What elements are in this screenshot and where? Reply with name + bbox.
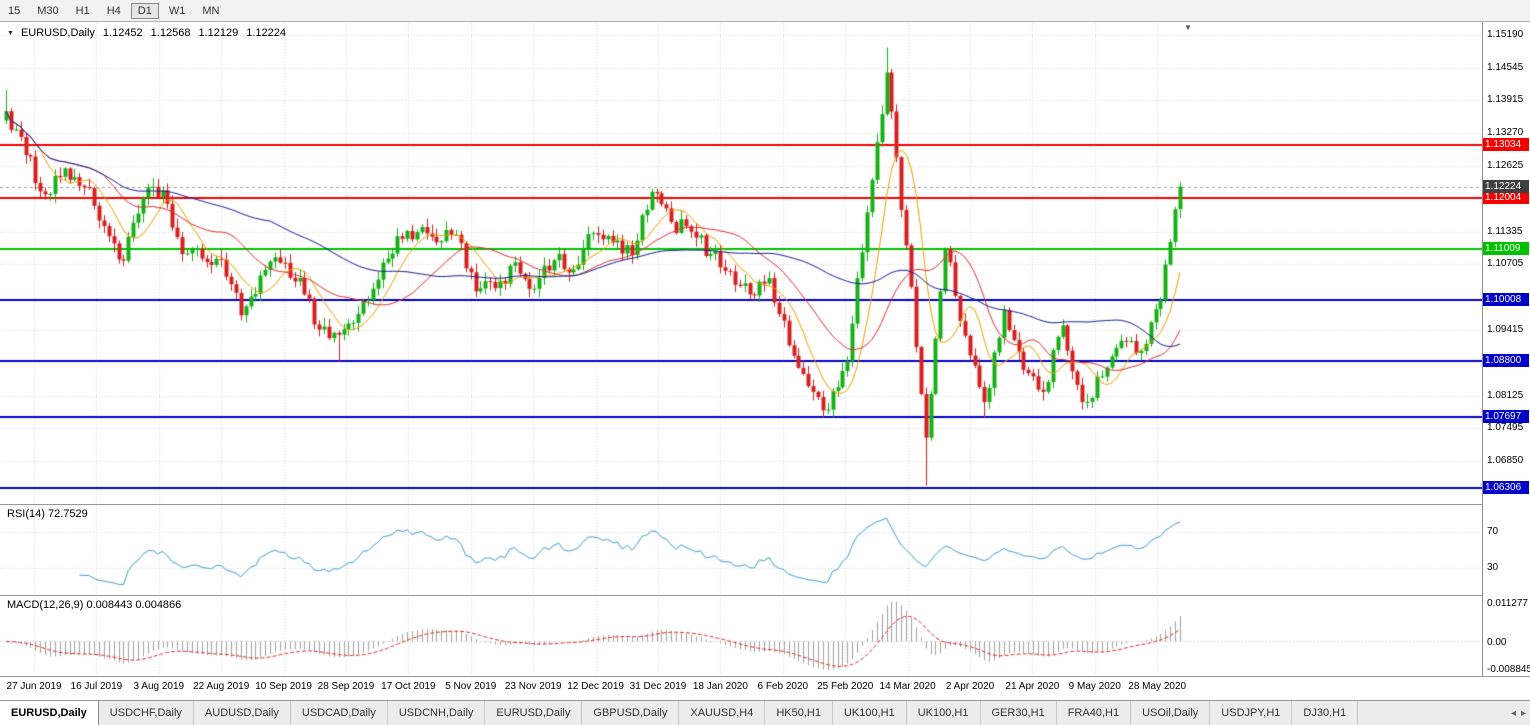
chart-tab-hk50-h1[interactable]: HK50,H1 bbox=[765, 701, 833, 725]
hline-price-badge: 1.11009 bbox=[1483, 241, 1529, 255]
price-scale-label: 1.11335 bbox=[1487, 225, 1523, 237]
chart-tab-eurusd-daily[interactable]: EURUSD,Daily bbox=[0, 701, 99, 725]
timeframe-button-d1[interactable]: D1 bbox=[130, 2, 159, 19]
date-axis-label: 5 Nov 2019 bbox=[445, 681, 497, 692]
price-scale-label: 1.07495 bbox=[1487, 421, 1524, 433]
date-axis-label: 25 Feb 2020 bbox=[817, 681, 874, 692]
price-scale-label: 1.06850 bbox=[1487, 454, 1524, 466]
ohlc-high: 1.12568 bbox=[150, 27, 191, 39]
chart-tab-eurusd-daily[interactable]: EURUSD,Daily bbox=[485, 701, 583, 725]
date-axis-label: 12 Dec 2019 bbox=[567, 681, 624, 692]
chart-tabs: EURUSD,Daily USDCHF,Daily AUDUSD,Daily USDC… bbox=[0, 701, 1530, 725]
date-axis-label: 6 Feb 2020 bbox=[757, 681, 809, 692]
pane-separator bbox=[0, 676, 1530, 677]
date-axis-label: 9 May 2020 bbox=[1068, 681, 1121, 692]
ohlc-close: 1.12224 bbox=[246, 27, 286, 39]
price-scale-label: 1.13915 bbox=[1487, 94, 1524, 106]
chart-tab-usdcad-daily[interactable]: USDCAD,Daily bbox=[290, 701, 388, 725]
tab-scroll-buttons: ◂ ▸ bbox=[1507, 701, 1529, 725]
macd-scale-zero-label: 0.00 bbox=[1487, 636, 1507, 648]
pane-separator[interactable] bbox=[0, 595, 1530, 596]
chart-tab-xauusd-h4[interactable]: XAUUSD,H4 bbox=[679, 701, 766, 725]
chart-tab-uk100-h1[interactable]: UK100,H1 bbox=[832, 701, 907, 725]
chart-title: ▼ EURUSD,Daily 1.12452 1.12568 1.12129 1… bbox=[7, 27, 286, 39]
chart-tab-usoil-daily[interactable]: USOil,Daily bbox=[1131, 701, 1211, 725]
ohlc-low: 1.12129 bbox=[198, 27, 239, 39]
price-scale-label: 1.09415 bbox=[1487, 323, 1524, 335]
rsi-level-label: 70 bbox=[1487, 526, 1499, 537]
chart-shift-marker-icon[interactable]: ▼ bbox=[1184, 23, 1192, 32]
chart-tab-ger30-h1[interactable]: GER30,H1 bbox=[980, 701, 1057, 725]
date-axis-label: 27 Jun 2019 bbox=[6, 681, 62, 692]
price-scale-label: 1.12625 bbox=[1487, 160, 1524, 172]
date-axis-label: 21 Apr 2020 bbox=[1005, 681, 1060, 692]
rsi-indicator-label: RSI(14) 72.7529 bbox=[7, 508, 88, 520]
chart-tab-usdcnh-daily[interactable]: USDCNH,Daily bbox=[387, 701, 486, 725]
date-axis-label: 10 Sep 2019 bbox=[255, 681, 312, 692]
date-axis-label: 3 Aug 2019 bbox=[133, 681, 185, 692]
price-scale-label: 1.13270 bbox=[1487, 127, 1524, 139]
macd-indicator-label: MACD(12,26,9) 0.008443 0.004866 bbox=[7, 599, 182, 611]
chart-menu-icon[interactable]: ▼ bbox=[7, 29, 14, 37]
price-scale-label: 1.15190 bbox=[1487, 29, 1524, 41]
date-axis-label: 28 Sep 2019 bbox=[317, 681, 375, 692]
chart-tabbar: EURUSD,Daily USDCHF,Daily AUDUSD,Daily USDC… bbox=[0, 700, 1530, 725]
chart-tab-dj30-h1[interactable]: DJ30,H1 bbox=[1292, 701, 1359, 725]
timeframe-button-15[interactable]: 15 bbox=[1, 3, 27, 19]
date-axis-label: 18 Jan 2020 bbox=[692, 681, 748, 692]
macd-scale-top-label: 0.011277 bbox=[1487, 598, 1528, 609]
macd-scale-bottom-label: -0.008845 bbox=[1487, 664, 1530, 675]
hline-price-badge: 1.06306 bbox=[1483, 481, 1529, 495]
chart-tab-uk100-h1[interactable]: UK100,H1 bbox=[906, 701, 981, 725]
price-scale-label: 1.14545 bbox=[1487, 62, 1524, 74]
timeframe-toolbar: 15 M30 H1 H4 D1 W1 MN bbox=[0, 0, 1530, 22]
date-axis-label: 31 Dec 2019 bbox=[629, 681, 687, 692]
timeframe-button-h4[interactable]: H4 bbox=[100, 3, 128, 19]
timeframe-button-mn[interactable]: MN bbox=[195, 3, 226, 19]
chart-tab-fra40-h1[interactable]: FRA40,H1 bbox=[1056, 701, 1132, 725]
hline-price-badge: 1.07697 bbox=[1483, 410, 1529, 424]
chart-symbol-label: EURUSD,Daily bbox=[20, 27, 95, 39]
chart-tab-gbpusd-daily[interactable]: GBPUSD,Daily bbox=[582, 701, 680, 725]
hline-price-badge: 1.10008 bbox=[1483, 292, 1529, 306]
date-axis-label: 23 Nov 2019 bbox=[504, 681, 562, 692]
date-axis-label: 2 Apr 2020 bbox=[945, 681, 995, 692]
price-scale-label: 1.10705 bbox=[1487, 258, 1524, 270]
date-axis[interactable]: 27 Jun 2019 16 Jul 2019 3 Aug 2019 22 Aug 2… bbox=[0, 677, 1530, 700]
date-axis-label: 17 Oct 2019 bbox=[381, 681, 436, 692]
timeframe-button-h1[interactable]: H1 bbox=[69, 3, 97, 19]
chart-tab-usdjpy-h1[interactable]: USDJPY,H1 bbox=[1210, 701, 1293, 725]
timeframe-button-w1[interactable]: W1 bbox=[162, 3, 193, 19]
price-scale-label: 1.08125 bbox=[1487, 389, 1524, 401]
pane-separator[interactable] bbox=[0, 504, 1530, 505]
chart-canvas[interactable] bbox=[0, 22, 1482, 676]
timeframe-button-m30[interactable]: M30 bbox=[30, 3, 65, 19]
hline-price-badge: 1.08800 bbox=[1483, 354, 1529, 368]
tab-scroll-left-icon[interactable]: ◂ bbox=[1510, 707, 1516, 719]
date-axis-label: 28 May 2020 bbox=[1128, 681, 1187, 692]
chart-tab-usdchf-daily[interactable]: USDCHF,Daily bbox=[98, 701, 194, 725]
chart-tab-audusd-daily[interactable]: AUDUSD,Daily bbox=[193, 701, 291, 725]
date-axis-label: 22 Aug 2019 bbox=[193, 681, 250, 692]
ohlc-open: 1.12452 bbox=[102, 27, 143, 39]
tab-scroll-right-icon[interactable]: ▸ bbox=[1520, 707, 1526, 719]
rsi-level-label: 30 bbox=[1487, 562, 1499, 573]
hline-price-badge: 1.13034 bbox=[1483, 138, 1529, 152]
hline-price-badge: 1.12004 bbox=[1483, 190, 1529, 204]
date-axis-label: 14 Mar 2020 bbox=[879, 681, 936, 692]
date-axis-label: 16 Jul 2019 bbox=[70, 681, 123, 692]
current-price-badge: 1.12224 bbox=[1483, 179, 1529, 193]
price-scale[interactable]: 1.15190 1.14545 1.13915 1.13270 1.12625 1.113… bbox=[1482, 22, 1530, 676]
